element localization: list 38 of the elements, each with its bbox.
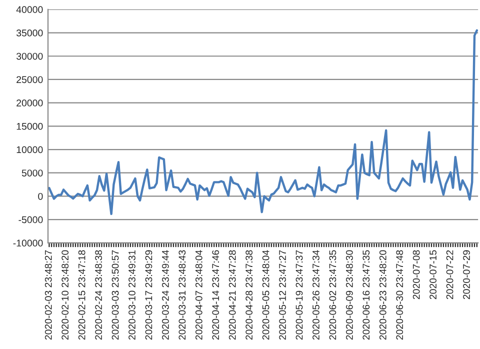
x-tick-label: 2020-03-10 23:49:31 xyxy=(128,250,136,340)
x-tick-label: 2020-06-16 23:47:35 xyxy=(362,250,370,340)
y-tick-label: 5000 xyxy=(22,170,43,176)
x-tick-label: 2020-05-26 23:47:34 xyxy=(312,250,320,340)
x-tick-label: 2020-05-12 23:47:27 xyxy=(279,250,286,340)
x-tick-label: 2020-05-05 23:48:04 xyxy=(262,250,270,340)
x-tick-label: 2020-05-19 23:47:37 xyxy=(296,250,303,340)
x-tick-label: 2020-07-15 xyxy=(430,250,436,300)
y-tick-label: -5000 xyxy=(18,216,43,224)
x-tick-label: 2020-04-28 23:47:38 xyxy=(246,250,253,340)
y-tick-label: 0 xyxy=(38,192,43,200)
x-tick-label: 2020-06-23 23:48:20 xyxy=(379,250,386,340)
x-tick-label: 2020-02-03 23:48:27 xyxy=(44,250,52,340)
x-tick-label: 2020-04-14 23:47:46 xyxy=(212,250,220,340)
y-tick-label: 25000 xyxy=(16,76,43,84)
x-tick-label: 2020-06-02 23:47:35 xyxy=(329,250,336,340)
x-tick-label: 2020-03-24 23:49:44 xyxy=(162,250,169,340)
y-tick-label: -10000 xyxy=(13,240,43,247)
y-tick-label: 15000 xyxy=(16,122,43,130)
line-series xyxy=(48,29,478,216)
y-tick-label: 10000 xyxy=(16,146,43,154)
x-tick-label: 2020-03-03 23:50:57 xyxy=(112,250,119,340)
x-tick-label: 2020-06-30 23:47:48 xyxy=(396,250,404,340)
y-tick-label: 30000 xyxy=(16,52,43,60)
x-tick-label: 2020-02-10 23:48:20 xyxy=(62,250,69,340)
x-tick-label: 2020-02-15 23:47:18 xyxy=(78,250,86,340)
x-tick-label: 2020-03-17 23:49:29 xyxy=(145,250,152,340)
x-tick-label: 2020-02-24 23:48:38 xyxy=(95,250,102,340)
x-tick-label: 2020-06-09 23:48:30 xyxy=(346,250,353,340)
x-tick-label: 2020-07-22 xyxy=(446,250,454,300)
y-tick-label: 35000 xyxy=(16,30,43,36)
x-tick-label: 2020-04-21 23:47:28 xyxy=(228,250,236,340)
y-tick-label: 20000 xyxy=(16,100,43,106)
x-tick-label: 2020-04-07 23:48:04 xyxy=(195,250,202,340)
x-tick-label: 2020-03-31 23:48:43 xyxy=(178,250,186,340)
x-tick-label: 2020-07-29 xyxy=(463,250,470,300)
y-tick-label: 40000 xyxy=(16,6,43,14)
x-tick-label: 2020-07-08 xyxy=(412,250,420,300)
